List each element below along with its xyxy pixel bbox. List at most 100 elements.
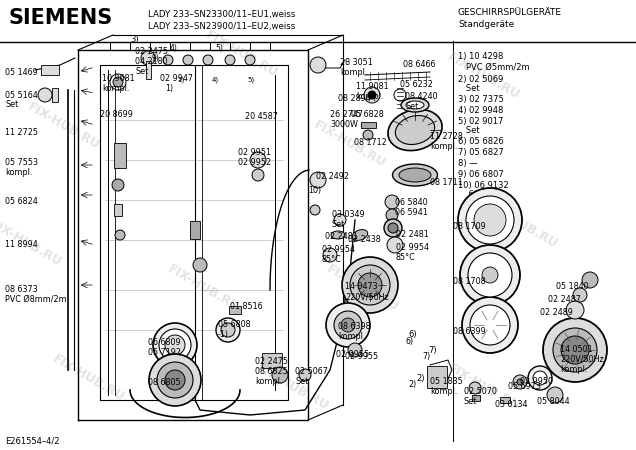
Text: FIX-HUB.RU: FIX-HUB.RU bbox=[204, 28, 280, 80]
Text: 11 2725: 11 2725 bbox=[5, 128, 38, 137]
Text: 02 2481: 02 2481 bbox=[325, 232, 357, 241]
Ellipse shape bbox=[399, 168, 431, 182]
Circle shape bbox=[561, 336, 589, 364]
Text: 11 8994: 11 8994 bbox=[5, 240, 38, 249]
Bar bbox=[146, 61, 151, 79]
Circle shape bbox=[474, 204, 506, 236]
Circle shape bbox=[348, 343, 362, 357]
Text: 06 5941: 06 5941 bbox=[395, 208, 428, 217]
Text: 220V/50Hz: 220V/50Hz bbox=[345, 292, 389, 301]
Text: 01 8516: 01 8516 bbox=[230, 302, 263, 311]
Ellipse shape bbox=[352, 230, 368, 240]
Text: 08 6399: 08 6399 bbox=[453, 327, 486, 336]
Text: 02 9947: 02 9947 bbox=[160, 74, 193, 83]
Text: 02 2438: 02 2438 bbox=[348, 235, 381, 244]
Text: -1): -1) bbox=[218, 330, 229, 339]
Text: 02 9952: 02 9952 bbox=[238, 158, 271, 167]
Text: SIEMENS: SIEMENS bbox=[8, 8, 112, 28]
Ellipse shape bbox=[401, 98, 429, 112]
Text: 5): 5) bbox=[247, 77, 254, 83]
Text: 05 6973: 05 6973 bbox=[508, 382, 541, 391]
Text: Set: Set bbox=[458, 84, 480, 93]
Text: 2): 2) bbox=[416, 374, 424, 382]
Text: FIX-HUB.RU: FIX-HUB.RU bbox=[445, 50, 522, 103]
Circle shape bbox=[582, 272, 598, 288]
Text: 85°C: 85°C bbox=[322, 255, 342, 264]
Text: 06 5840: 06 5840 bbox=[395, 198, 427, 207]
Text: 3000W: 3000W bbox=[330, 120, 358, 129]
Text: 14 0473: 14 0473 bbox=[345, 282, 378, 291]
Text: 20 4587: 20 4587 bbox=[245, 112, 278, 121]
Circle shape bbox=[221, 323, 235, 337]
Circle shape bbox=[153, 323, 197, 367]
Text: 10) 06 9132: 10) 06 9132 bbox=[458, 181, 509, 190]
Circle shape bbox=[183, 55, 193, 65]
Text: 02 2475: 02 2475 bbox=[135, 47, 168, 56]
Circle shape bbox=[553, 328, 597, 372]
Circle shape bbox=[533, 371, 547, 385]
Circle shape bbox=[341, 318, 355, 332]
Text: 11 2728: 11 2728 bbox=[430, 132, 463, 141]
Text: 05 7553: 05 7553 bbox=[5, 158, 38, 167]
Bar bbox=[500, 397, 510, 403]
Text: 1): 1) bbox=[177, 77, 184, 83]
Circle shape bbox=[334, 311, 362, 339]
Circle shape bbox=[115, 230, 125, 240]
Circle shape bbox=[272, 367, 288, 383]
Circle shape bbox=[149, 354, 201, 406]
Text: Set: Set bbox=[405, 102, 418, 111]
Text: 1) 10 4298: 1) 10 4298 bbox=[458, 52, 503, 61]
Text: kompl.: kompl. bbox=[340, 68, 368, 77]
Text: kompl.: kompl. bbox=[430, 387, 457, 396]
Text: 08 1712: 08 1712 bbox=[354, 138, 387, 147]
Circle shape bbox=[458, 188, 522, 252]
Circle shape bbox=[310, 172, 326, 188]
Text: 08 1709: 08 1709 bbox=[453, 222, 486, 231]
Text: 7): 7) bbox=[428, 346, 437, 355]
Text: kompl.: kompl. bbox=[102, 84, 129, 93]
Ellipse shape bbox=[396, 116, 434, 144]
Text: PVC Ø5mm/2m: PVC Ø5mm/2m bbox=[458, 63, 530, 72]
Text: FIX-HUB.RU: FIX-HUB.RU bbox=[165, 262, 242, 314]
Text: 02 5070: 02 5070 bbox=[464, 387, 497, 396]
Text: 14 0501: 14 0501 bbox=[560, 345, 593, 354]
Text: Set: Set bbox=[458, 126, 480, 135]
Text: 02 5067: 02 5067 bbox=[295, 367, 328, 376]
Text: kompl.: kompl. bbox=[5, 168, 32, 177]
Text: 02 9954: 02 9954 bbox=[322, 245, 355, 254]
Text: 3) 02 7375: 3) 02 7375 bbox=[458, 95, 504, 104]
Ellipse shape bbox=[392, 164, 438, 186]
Text: 9): 9) bbox=[152, 54, 160, 63]
Text: 02 9950: 02 9950 bbox=[520, 377, 553, 386]
Text: FIX-HUB.RU: FIX-HUB.RU bbox=[25, 100, 102, 152]
Text: Set: Set bbox=[135, 67, 148, 76]
Circle shape bbox=[250, 152, 266, 168]
Text: 08 1708: 08 1708 bbox=[453, 277, 486, 286]
Circle shape bbox=[364, 87, 380, 103]
Text: FIX-HUB.RU: FIX-HUB.RU bbox=[254, 361, 331, 413]
Text: 08 6398: 08 6398 bbox=[338, 322, 371, 331]
Text: 08 6373: 08 6373 bbox=[5, 285, 38, 294]
Text: kompl.: kompl. bbox=[430, 142, 457, 151]
Text: 05 6824: 05 6824 bbox=[5, 197, 38, 206]
Bar bbox=[229, 306, 241, 314]
Ellipse shape bbox=[388, 109, 442, 151]
Text: 9) 06 6807: 9) 06 6807 bbox=[458, 170, 504, 179]
Text: 6): 6) bbox=[405, 337, 413, 346]
Circle shape bbox=[342, 257, 398, 313]
Circle shape bbox=[110, 74, 126, 90]
Text: 05 6232: 05 6232 bbox=[400, 80, 433, 89]
Text: FIX-HUB.RU: FIX-HUB.RU bbox=[483, 199, 560, 251]
Text: LADY 233–SN23900/11–EU2,weiss: LADY 233–SN23900/11–EU2,weiss bbox=[148, 22, 295, 31]
Text: 6) 05 6826: 6) 05 6826 bbox=[458, 137, 504, 146]
Text: 05 6828: 05 6828 bbox=[351, 110, 384, 119]
Ellipse shape bbox=[406, 101, 424, 109]
Circle shape bbox=[517, 379, 523, 385]
Circle shape bbox=[252, 169, 264, 181]
Circle shape bbox=[387, 237, 403, 253]
Circle shape bbox=[468, 253, 512, 297]
Text: FIX-HUB.RU: FIX-HUB.RU bbox=[312, 118, 388, 170]
Text: 05 5164: 05 5164 bbox=[5, 91, 38, 100]
Text: 4): 4) bbox=[212, 77, 219, 83]
Text: Standgeräte: Standgeräte bbox=[458, 20, 515, 29]
